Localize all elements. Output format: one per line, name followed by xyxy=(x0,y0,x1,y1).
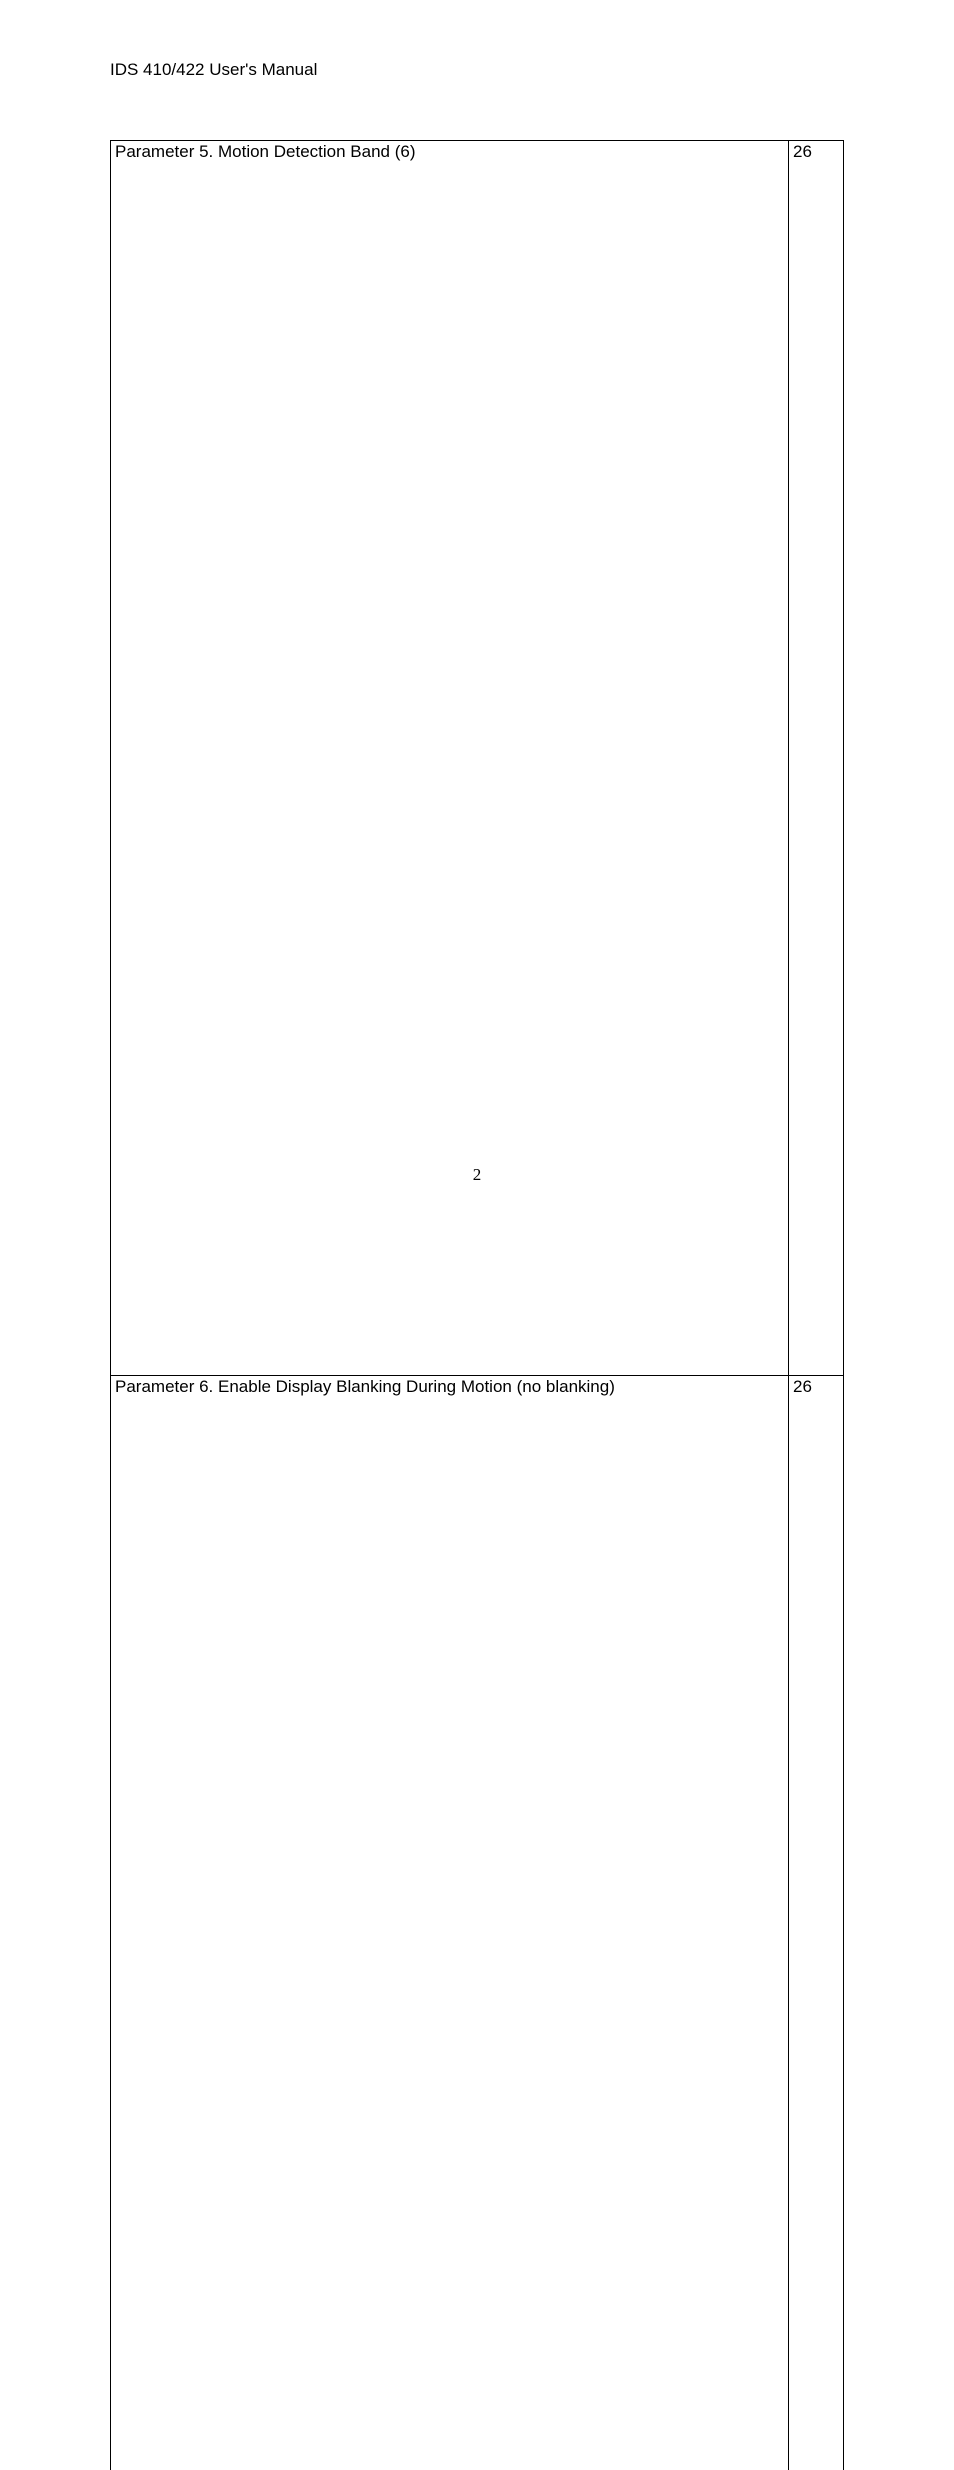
toc-description: Parameter 5. Motion Detection Band (6) xyxy=(111,141,789,1376)
page-number: 2 xyxy=(110,1165,844,1185)
page-container: IDS 410/422 User's Manual Parameter 5. M… xyxy=(0,0,954,1235)
toc-page-ref: 26 xyxy=(789,1376,844,2470)
toc-page-ref: 26 xyxy=(789,141,844,1376)
toc-table: Parameter 5. Motion Detection Band (6)26… xyxy=(110,140,844,2470)
toc-row: Parameter 6. Enable Display Blanking Dur… xyxy=(111,1376,844,2470)
toc-row: Parameter 5. Motion Detection Band (6)26 xyxy=(111,141,844,1376)
toc-description: Parameter 6. Enable Display Blanking Dur… xyxy=(111,1376,789,2470)
document-header: IDS 410/422 User's Manual xyxy=(110,60,844,80)
